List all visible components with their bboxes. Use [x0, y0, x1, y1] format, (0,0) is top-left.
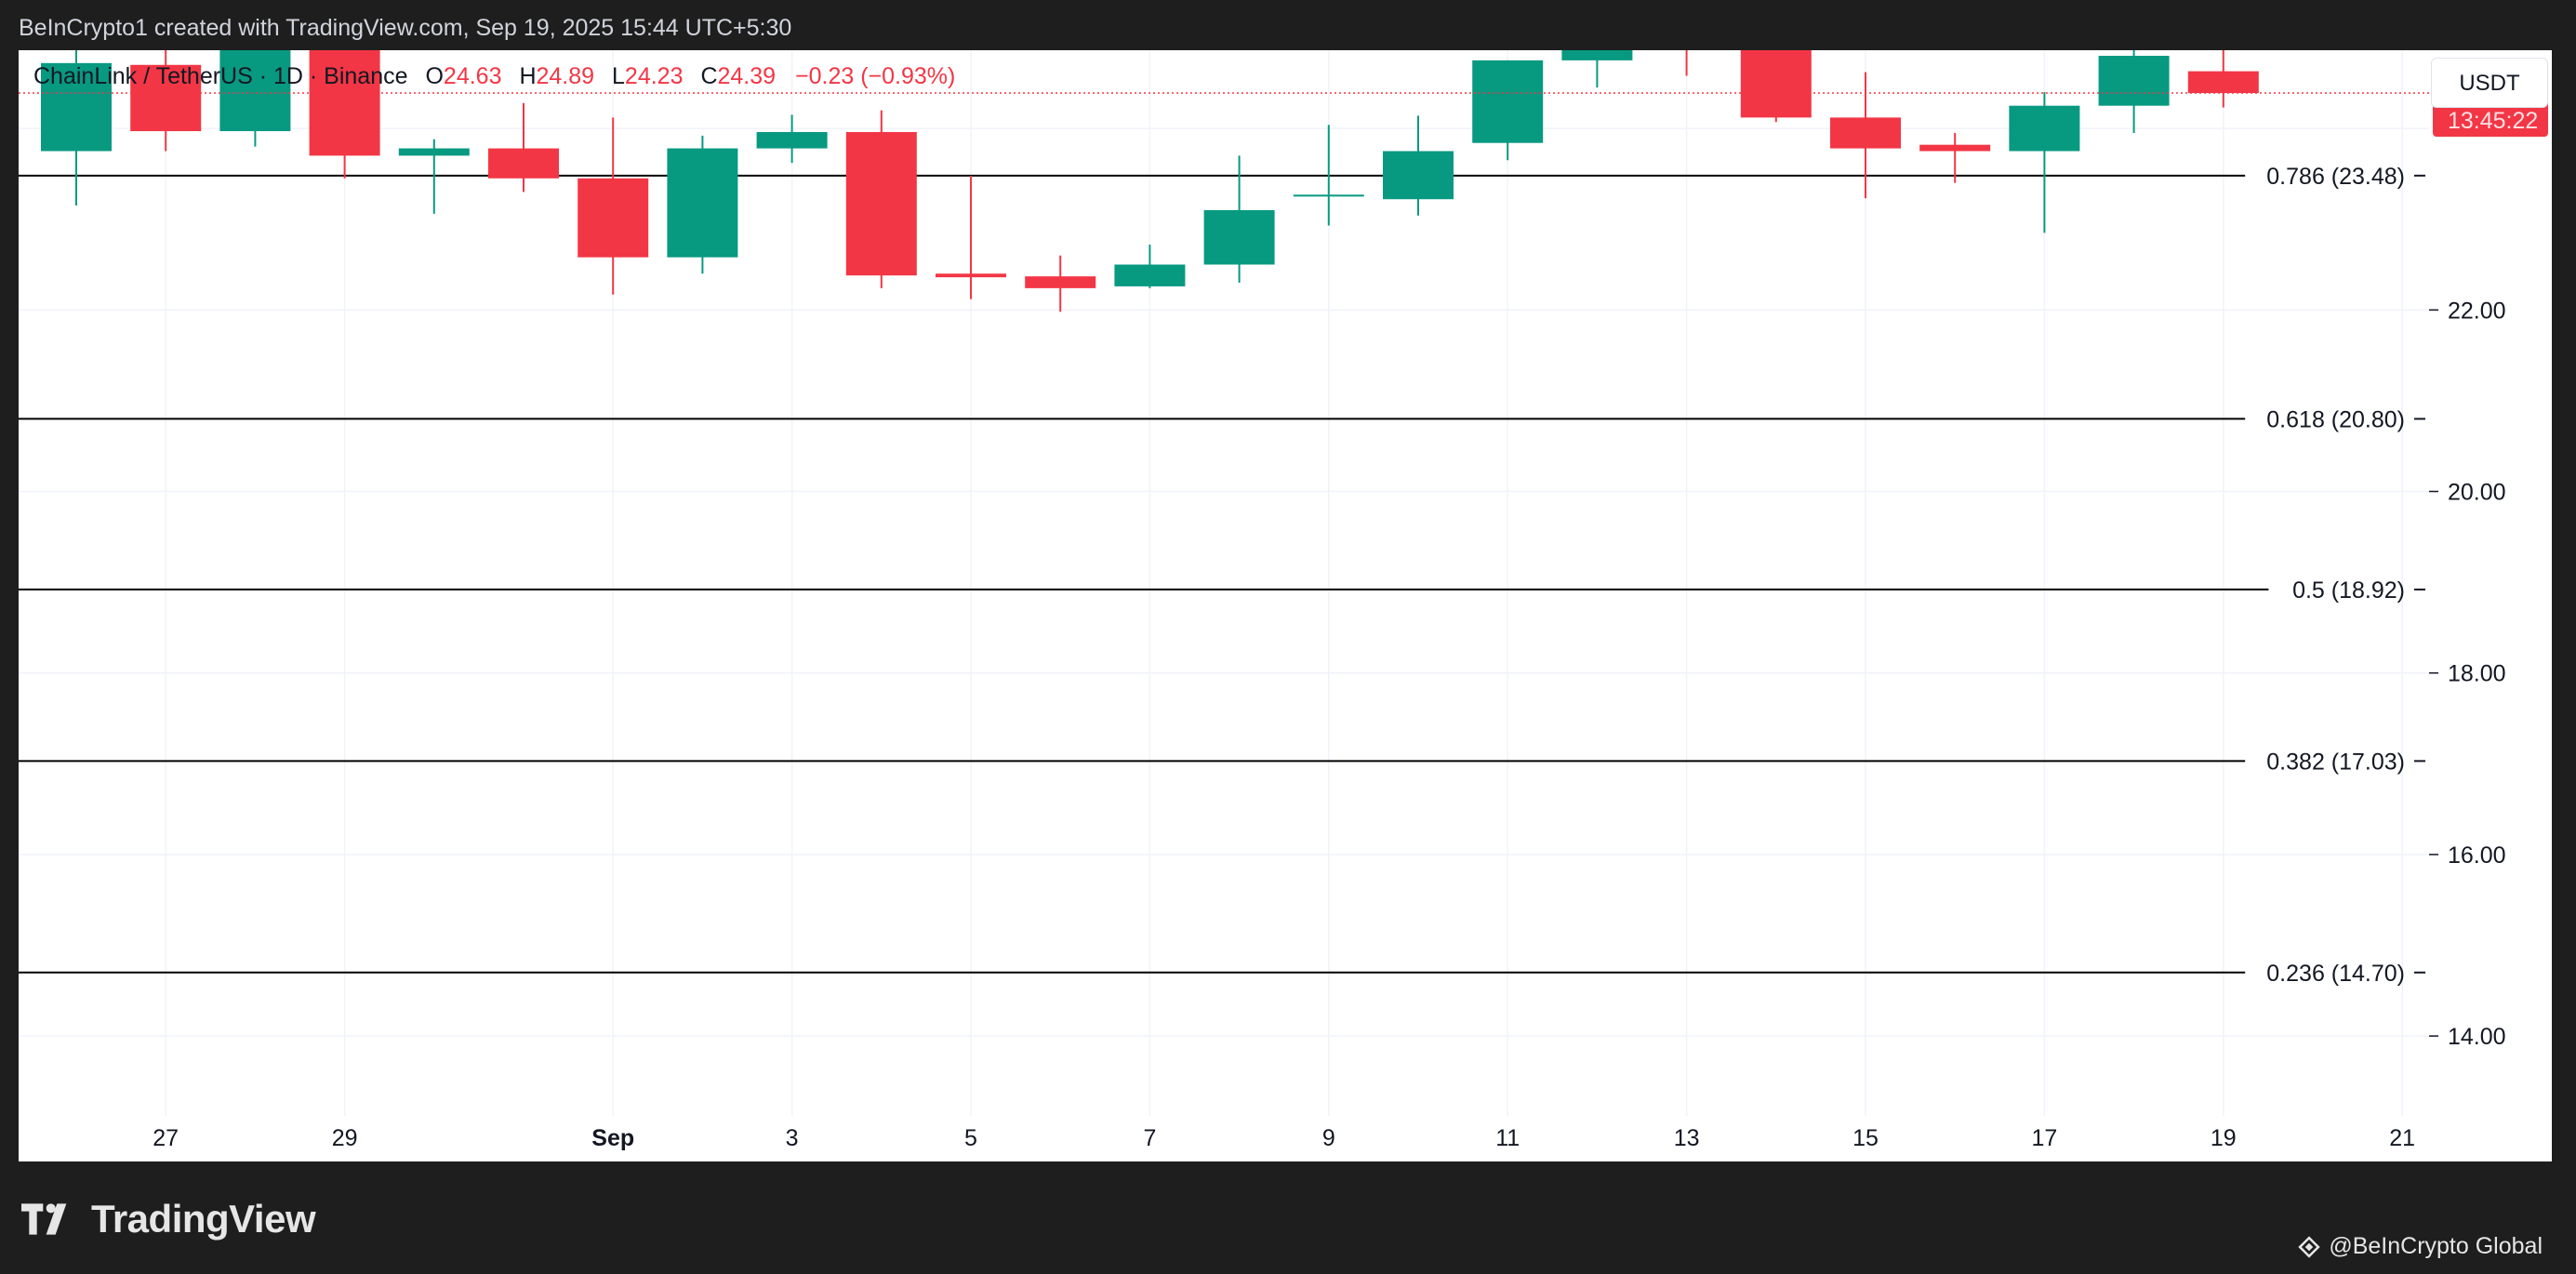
tradingview-logo-icon	[21, 1203, 67, 1235]
x-tick-label: 21	[2389, 1125, 2415, 1151]
candle-down	[1025, 255, 1096, 312]
candle-down	[1740, 50, 1812, 123]
candle-body	[1561, 50, 1633, 60]
candle-up	[1293, 125, 1364, 226]
candle-up	[756, 114, 828, 164]
candle-body	[1114, 264, 1186, 286]
candle-body	[578, 178, 649, 258]
low-label: L	[612, 63, 625, 89]
candle-body	[1293, 194, 1364, 197]
x-tick-label: 15	[1852, 1125, 1879, 1151]
candle-body	[936, 273, 1006, 278]
candle-body	[2009, 105, 2080, 152]
open-label: O	[425, 63, 444, 89]
chart-panel[interactable]: 1 (26.89)0.786 (23.48)0.618 (20.80)0.5 (…	[19, 50, 2552, 1161]
x-tick-label: 5	[964, 1125, 977, 1151]
candlestick-chart[interactable]: 1 (26.89)0.786 (23.48)0.618 (20.80)0.5 (…	[19, 50, 2552, 1161]
candle-down	[2187, 50, 2259, 108]
open-value: 24.63	[443, 63, 502, 89]
close-value: 24.39	[717, 63, 777, 89]
credit-text: @BeInCrypto Global	[2329, 1233, 2543, 1259]
chart-caption: BeInCrypto1 created with TradingView.com…	[19, 15, 792, 41]
x-tick-label: 9	[1322, 1125, 1335, 1151]
candle-down	[845, 110, 917, 288]
candle-down	[936, 175, 1006, 299]
candle-body	[219, 50, 291, 132]
candle-body	[130, 64, 202, 132]
y-tick-label: 20.00	[2448, 480, 2506, 506]
candle-body	[845, 132, 917, 276]
candles	[41, 50, 2259, 312]
candle-down	[578, 117, 649, 295]
candle-up	[1561, 50, 1633, 88]
x-tick-label: 19	[2211, 1125, 2237, 1151]
high-value: 24.89	[536, 63, 595, 89]
beincrypto-icon	[2298, 1235, 2321, 1258]
y-tick-label: 22.00	[2448, 298, 2506, 324]
candle-up	[1203, 155, 1275, 284]
time-axis: 27 29 Sep 3 5 7 9 11 13 15 17 19 21	[153, 1125, 2415, 1151]
candle-up	[41, 50, 112, 206]
candle-body	[1919, 144, 1991, 152]
currency-button[interactable]: USDT	[2431, 58, 2548, 108]
candle-body	[667, 148, 738, 258]
high-label: H	[519, 63, 537, 89]
candle-body	[1203, 209, 1275, 265]
tradingview-logo-text: TradingView	[91, 1197, 316, 1241]
candle-up	[1472, 60, 1544, 161]
y-tick-label: 16.00	[2448, 843, 2506, 869]
candle-body	[398, 148, 470, 156]
candle-down	[1919, 132, 1991, 183]
candle-body	[756, 132, 828, 149]
beincrypto-credit: @BeInCrypto Global	[2297, 1233, 2543, 1260]
price-axis: 34.0032.0030.0028.0026.0022.0020.0018.00…	[2429, 298, 2506, 1050]
candle-down	[130, 50, 202, 152]
x-tick-label: 27	[153, 1125, 179, 1151]
low-value: 24.23	[624, 63, 684, 89]
fib-level-label: 0.618 (20.80)	[2266, 406, 2405, 432]
x-tick-label: 3	[786, 1125, 799, 1151]
candle-body	[488, 148, 559, 179]
candle-up	[1383, 115, 1454, 216]
symbol-name: ChainLink / TetherUS · 1D · Binance	[33, 63, 408, 89]
change-value: −0.23 (−0.93%)	[795, 63, 956, 89]
x-tick-label: Sep	[591, 1125, 634, 1151]
symbol-legend: ChainLink / TetherUS · 1D · Binance O24.…	[33, 63, 955, 90]
candle-up	[219, 50, 291, 147]
grid-lines	[19, 50, 2429, 1116]
candle-body	[1383, 151, 1454, 200]
close-label: C	[700, 63, 718, 89]
candle-down	[309, 50, 380, 179]
candle-body	[309, 50, 380, 156]
x-tick-label: 13	[1674, 1125, 1700, 1151]
fib-level-label: 0.786 (23.48)	[2266, 164, 2405, 190]
candle-up	[667, 135, 738, 274]
candle-body	[41, 62, 112, 152]
y-tick-label: 14.00	[2448, 1024, 2506, 1050]
x-tick-label: 17	[2031, 1125, 2057, 1151]
candle-up	[1114, 245, 1186, 288]
y-tick-label: 18.00	[2448, 661, 2506, 687]
candle-up	[2098, 50, 2170, 133]
candle-up	[2009, 92, 2080, 233]
tradingview-logo[interactable]: TradingView	[20, 1197, 316, 1241]
candle-body	[2098, 56, 2170, 106]
candle-down	[1830, 72, 1901, 199]
fib-level-label: 0.236 (14.70)	[2266, 961, 2405, 987]
candle-body	[1025, 276, 1096, 288]
candle-down	[488, 102, 559, 192]
fibonacci-levels: 1 (26.89)0.786 (23.48)0.618 (20.80)0.5 (…	[19, 164, 2425, 987]
candle-up	[398, 139, 470, 214]
fib-level-label: 0.382 (17.03)	[2266, 749, 2405, 775]
candle-body	[1740, 50, 1812, 118]
candle-body	[1830, 117, 1901, 149]
candle-down	[1685, 50, 1688, 76]
x-tick-label: 7	[1143, 1125, 1156, 1151]
candle-body	[1472, 60, 1544, 143]
x-tick-label: 29	[332, 1125, 358, 1151]
last-price-countdown: 13:45:22	[2448, 108, 2538, 134]
candle-body	[2187, 71, 2259, 94]
x-tick-label: 11	[1495, 1125, 1520, 1151]
fib-level-label: 0.5 (18.92)	[2292, 577, 2405, 604]
